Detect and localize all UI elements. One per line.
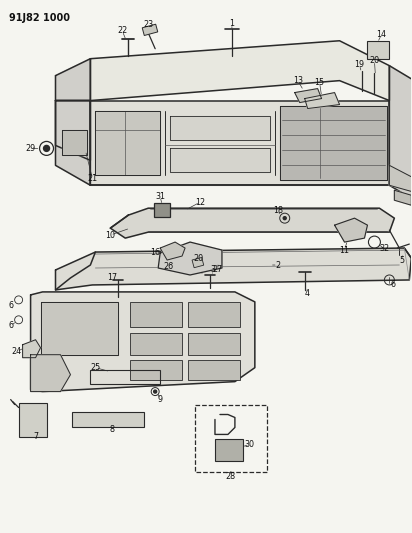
Bar — [19, 402, 47, 438]
Text: 11: 11 — [339, 246, 349, 255]
Text: 2: 2 — [275, 261, 280, 270]
Text: 91J82 1000: 91J82 1000 — [9, 13, 70, 23]
Text: 20: 20 — [193, 254, 203, 263]
Polygon shape — [304, 93, 339, 109]
Bar — [73, 411, 144, 427]
Polygon shape — [40, 302, 118, 354]
Polygon shape — [23, 340, 40, 358]
Polygon shape — [90, 41, 389, 101]
Polygon shape — [56, 101, 90, 160]
Circle shape — [44, 146, 49, 151]
Text: 5: 5 — [400, 255, 405, 264]
Polygon shape — [95, 110, 160, 175]
Text: 19: 19 — [354, 60, 365, 69]
Bar — [195, 405, 267, 472]
Bar — [215, 439, 243, 462]
Bar — [192, 257, 204, 268]
Polygon shape — [280, 106, 387, 180]
Text: 22: 22 — [117, 26, 127, 35]
Text: 9: 9 — [158, 395, 163, 404]
Text: 6: 6 — [8, 321, 13, 330]
Bar — [368, 41, 389, 59]
Bar — [130, 360, 182, 379]
Text: 8: 8 — [110, 425, 115, 434]
Text: 6: 6 — [391, 280, 396, 289]
Polygon shape — [56, 59, 90, 101]
Text: 10: 10 — [105, 231, 115, 240]
Text: 13: 13 — [293, 76, 303, 85]
Text: 15: 15 — [314, 78, 325, 87]
Bar — [188, 360, 240, 379]
Text: 24: 24 — [12, 347, 22, 356]
Text: 26: 26 — [163, 262, 173, 271]
Text: 12: 12 — [195, 198, 205, 207]
Circle shape — [283, 217, 286, 220]
Polygon shape — [170, 116, 270, 140]
Bar — [188, 333, 240, 354]
Polygon shape — [90, 101, 389, 185]
Bar — [90, 370, 160, 384]
Text: 20: 20 — [370, 56, 379, 65]
Text: 6: 6 — [8, 301, 13, 310]
Polygon shape — [30, 292, 255, 392]
Bar — [142, 24, 158, 36]
Text: 31: 31 — [155, 192, 165, 201]
Bar — [188, 302, 240, 327]
Text: 4: 4 — [304, 289, 309, 298]
Text: 7: 7 — [33, 432, 38, 441]
Text: 17: 17 — [107, 273, 117, 282]
Text: 28: 28 — [226, 472, 236, 481]
Polygon shape — [394, 190, 411, 205]
Polygon shape — [295, 88, 322, 102]
Polygon shape — [158, 242, 222, 275]
Text: 18: 18 — [273, 206, 283, 215]
Bar — [130, 302, 182, 327]
Polygon shape — [110, 208, 394, 238]
Text: 30: 30 — [245, 440, 255, 449]
Circle shape — [154, 390, 157, 393]
Text: 21: 21 — [87, 174, 98, 183]
Polygon shape — [56, 101, 90, 185]
Polygon shape — [56, 248, 411, 290]
Polygon shape — [389, 165, 412, 192]
Text: 1: 1 — [229, 19, 234, 28]
Polygon shape — [160, 242, 185, 260]
Text: 29: 29 — [26, 144, 36, 153]
Text: 23: 23 — [143, 20, 153, 29]
Text: 3: 3 — [211, 265, 215, 274]
Bar — [154, 203, 170, 217]
Polygon shape — [30, 354, 70, 392]
Text: 27: 27 — [213, 265, 223, 274]
Polygon shape — [170, 148, 270, 172]
Polygon shape — [63, 131, 87, 156]
Text: 25: 25 — [90, 363, 101, 372]
Text: 32: 32 — [379, 244, 389, 253]
Polygon shape — [389, 66, 412, 200]
Polygon shape — [335, 218, 368, 242]
Text: 14: 14 — [377, 30, 386, 39]
Bar — [130, 333, 182, 354]
Text: 16: 16 — [150, 247, 160, 256]
